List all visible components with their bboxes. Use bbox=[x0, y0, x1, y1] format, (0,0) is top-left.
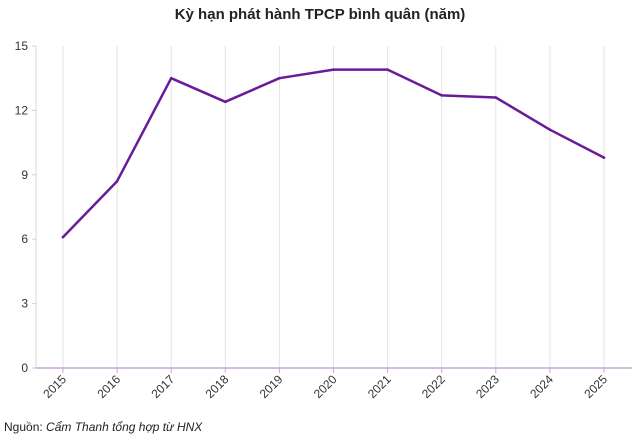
x-tick-label-2024: 2024 bbox=[527, 372, 556, 401]
y-tick-label-9: 9 bbox=[21, 168, 28, 182]
x-tick-label-2020: 2020 bbox=[311, 372, 340, 401]
data-point-2025 bbox=[602, 156, 606, 159]
source-label: Nguồn: bbox=[4, 420, 43, 434]
data-point-2017 bbox=[169, 76, 173, 80]
y-tick-label-0: 0 bbox=[21, 361, 28, 375]
data-point-2018 bbox=[224, 100, 227, 104]
data-point-2021 bbox=[386, 68, 389, 71]
x-tick-label-2025: 2025 bbox=[581, 372, 610, 401]
data-point-2023 bbox=[494, 96, 498, 99]
x-tick-label-2016: 2016 bbox=[94, 372, 123, 401]
data-point-2016 bbox=[115, 179, 119, 183]
x-tick-label-2018: 2018 bbox=[203, 372, 232, 401]
y-tick-label-12: 12 bbox=[15, 103, 29, 117]
x-tick-label-2017: 2017 bbox=[149, 372, 178, 401]
x-tick-label-2021: 2021 bbox=[365, 372, 394, 401]
source-note: Nguồn: Cẩm Thanh tổng hợp từ HNX bbox=[4, 420, 202, 434]
x-tick-label-2022: 2022 bbox=[419, 372, 448, 401]
data-point-2022 bbox=[440, 94, 444, 97]
x-tick-label-2015: 2015 bbox=[40, 372, 69, 401]
data-point-2024 bbox=[548, 128, 552, 132]
y-tick-label-3: 3 bbox=[21, 297, 28, 311]
source-text: Cẩm Thanh tổng hợp từ HNX bbox=[46, 420, 203, 434]
data-point-2015 bbox=[61, 235, 65, 239]
y-tick-label-6: 6 bbox=[21, 232, 28, 246]
x-tick-label-2023: 2023 bbox=[473, 372, 502, 401]
y-tick-label-15: 15 bbox=[15, 39, 29, 53]
x-tick-label-2019: 2019 bbox=[257, 372, 286, 401]
data-point-2020 bbox=[332, 68, 335, 71]
chart-title: Kỳ hạn phát hành TPCP bình quân (năm) bbox=[174, 6, 466, 23]
data-point-2019 bbox=[278, 76, 281, 80]
